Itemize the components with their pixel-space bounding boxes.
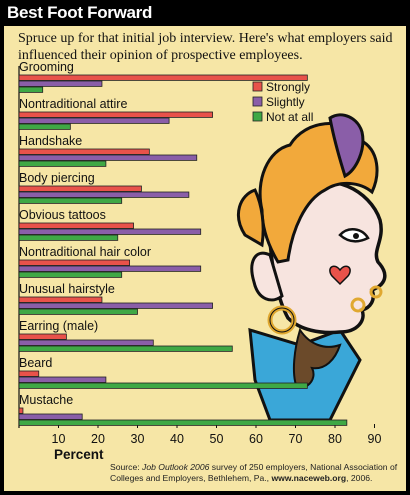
x-tick-label: 10 <box>52 432 66 446</box>
source-prefix: Source: <box>110 462 143 472</box>
x-tick-label: 30 <box>131 432 145 446</box>
legend-swatch <box>252 81 263 92</box>
category-label: Unusual hairstyle <box>19 282 115 296</box>
bar-not-at-all <box>18 160 107 167</box>
bar-slightly <box>18 228 202 235</box>
bar-slightly <box>18 80 103 87</box>
x-tick-label: 70 <box>289 432 303 446</box>
bar-strongly <box>18 333 67 340</box>
category-label: Beard <box>19 356 52 370</box>
category-label: Grooming <box>19 60 74 74</box>
category-label: Nontraditional attire <box>19 97 127 111</box>
bar-strongly <box>18 407 24 414</box>
bar-not-at-all <box>18 197 123 204</box>
bar-not-at-all <box>18 419 348 426</box>
bar-slightly <box>18 302 213 309</box>
bar-strongly <box>18 148 150 155</box>
bar-strongly <box>18 111 213 118</box>
bar-slightly <box>18 376 107 383</box>
x-tick-label: 40 <box>170 432 184 446</box>
legend-label: Not at all <box>266 110 313 124</box>
bar-strongly <box>18 296 103 303</box>
bar-strongly <box>18 259 130 266</box>
legend-swatch <box>252 111 263 122</box>
category-label: Earring (male) <box>19 319 98 333</box>
bar-slightly <box>18 154 198 161</box>
category-label: Nontraditional hair color <box>19 245 151 259</box>
source-url: www.naceweb.org <box>271 473 347 483</box>
category-label: Mustache <box>19 393 73 407</box>
source-body: survey of 250 employers, National Associ… <box>110 462 398 483</box>
legend-label: Strongly <box>266 80 310 94</box>
bar-not-at-all <box>18 345 233 352</box>
source-suffix: , 2006. <box>346 473 373 483</box>
page-title: Best Foot Forward <box>7 3 153 22</box>
x-tick-label: 20 <box>91 432 105 446</box>
bar-not-at-all <box>18 271 123 278</box>
x-tick-label: 90 <box>368 432 382 446</box>
x-axis-label: Percent <box>54 447 104 462</box>
title-bar: Best Foot Forward <box>0 0 410 26</box>
bar-strongly <box>18 74 308 81</box>
bar-strongly <box>18 370 40 377</box>
bar-strongly <box>18 185 142 192</box>
bar-not-at-all <box>18 86 44 93</box>
x-tick-label: 80 <box>328 432 342 446</box>
x-tick-label: 50 <box>210 432 224 446</box>
bar-strongly <box>18 222 134 229</box>
bar-not-at-all <box>18 234 119 241</box>
source-title: Job Outlook 2006 <box>142 462 210 472</box>
legend-swatch <box>252 96 263 107</box>
bar-not-at-all <box>18 382 308 389</box>
category-label: Obvious tattoos <box>19 208 106 222</box>
bar-slightly <box>18 339 154 346</box>
bar-slightly <box>18 413 83 420</box>
bar-slightly <box>18 265 202 272</box>
x-tick-label: 60 <box>249 432 263 446</box>
bar-slightly <box>18 117 170 124</box>
legend-label: Slightly <box>266 95 305 109</box>
bar-slightly <box>18 191 190 198</box>
category-label: Handshake <box>19 134 82 148</box>
face-illustration <box>236 113 387 422</box>
category-label: Body piercing <box>19 171 95 185</box>
chart-subtitle: Spruce up for that initial job interview… <box>18 31 393 63</box>
source-note: Source: Job Outlook 2006 survey of 250 e… <box>110 462 406 484</box>
bar-not-at-all <box>18 123 71 130</box>
bar-not-at-all <box>18 308 138 315</box>
